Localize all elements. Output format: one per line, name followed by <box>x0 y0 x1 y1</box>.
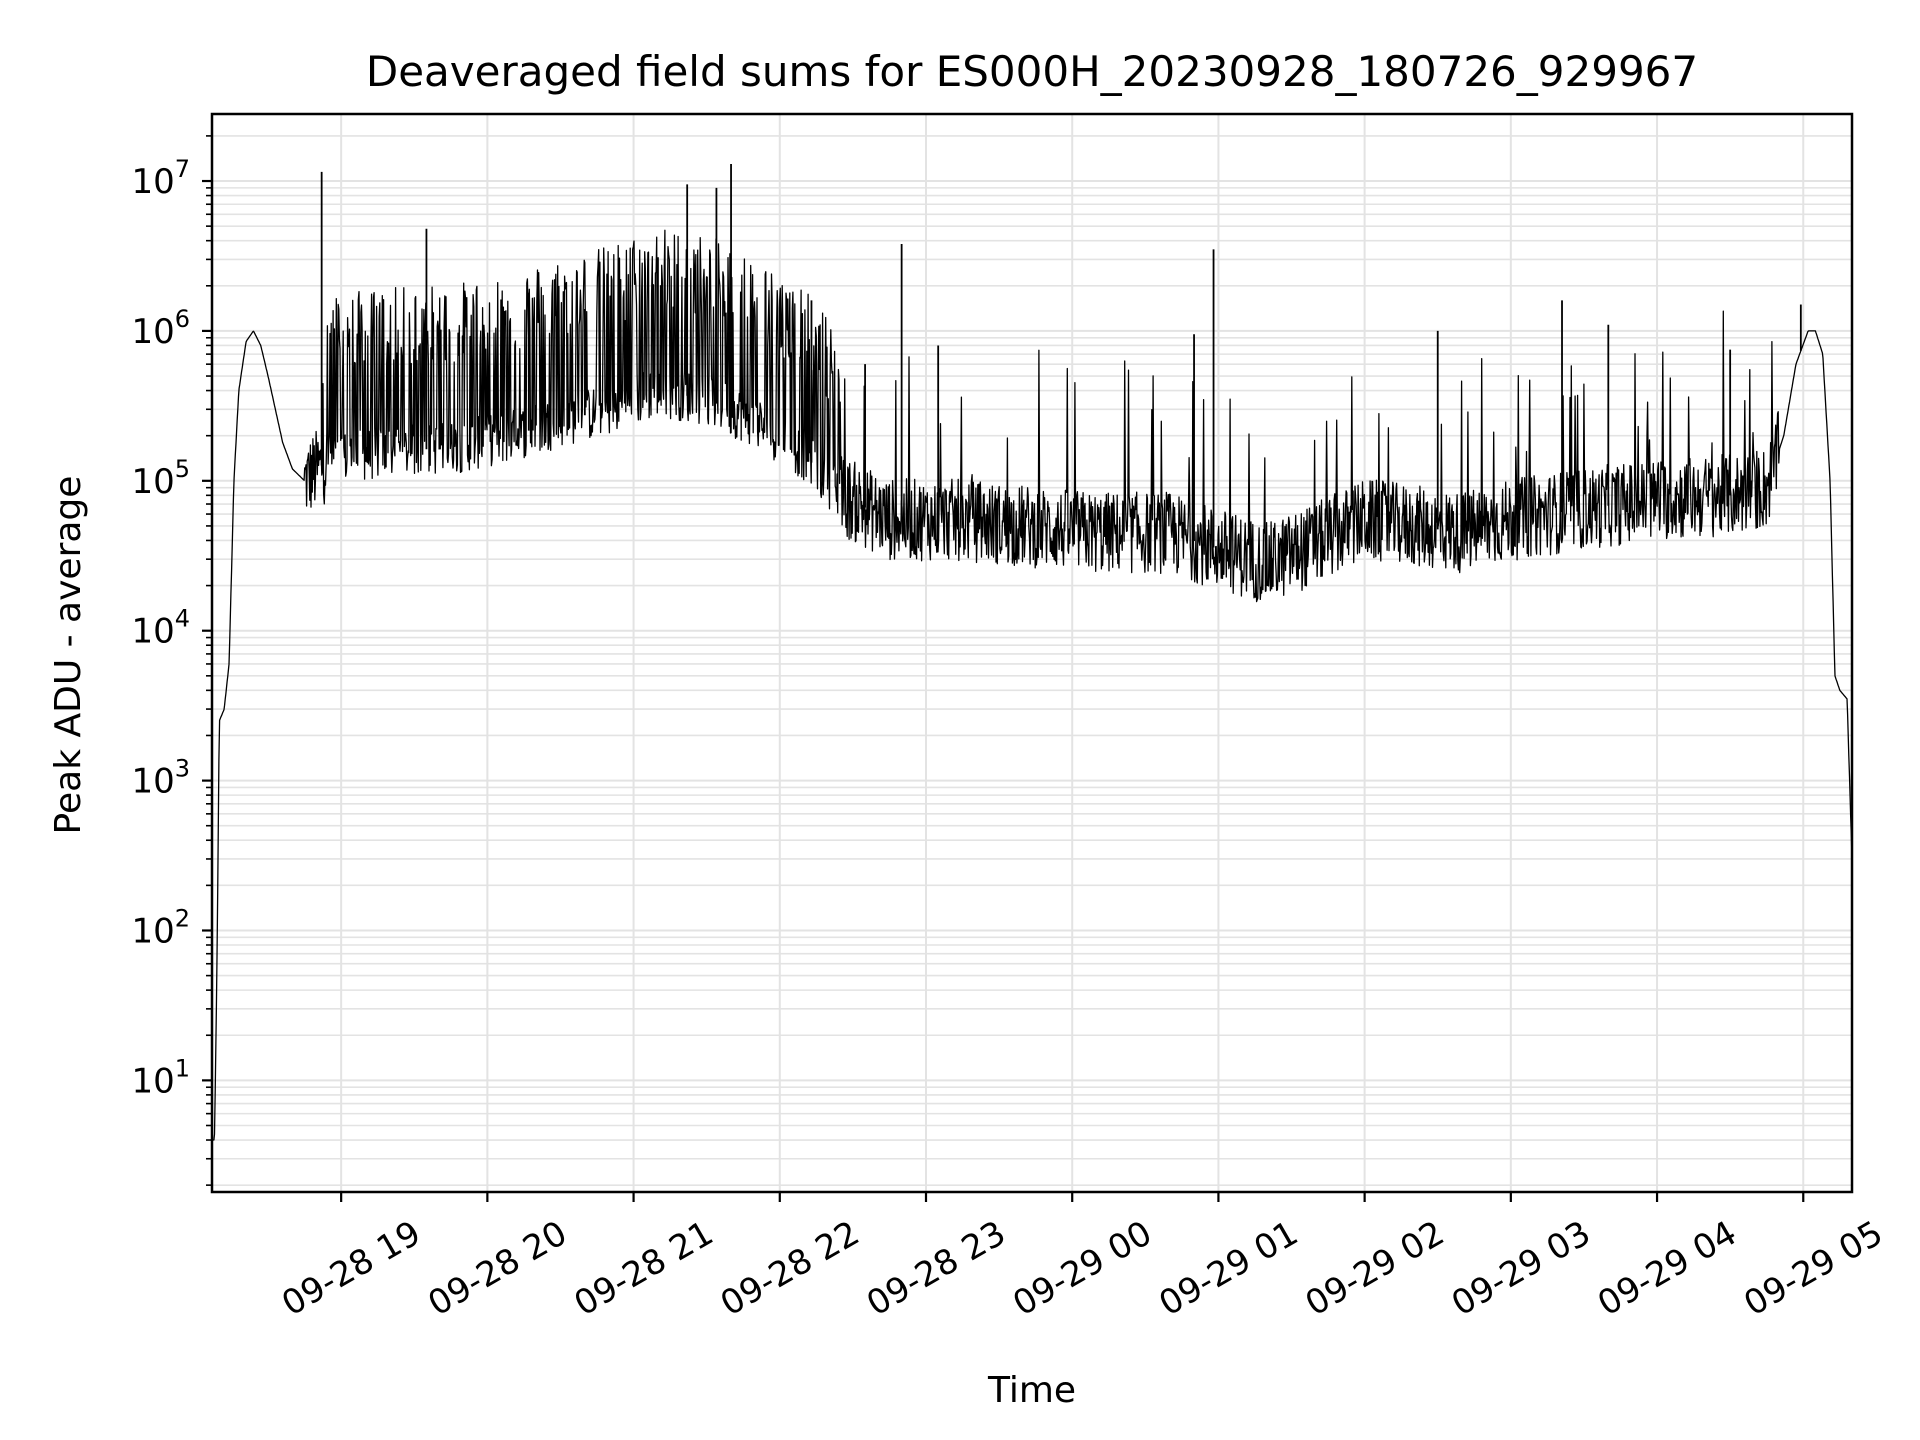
y-tick-label: 101 <box>131 1054 190 1101</box>
y-tick-exponent: 5 <box>175 455 190 483</box>
y-tick-label: 103 <box>131 755 190 802</box>
y-tick-base: 10 <box>131 612 174 652</box>
grid <box>212 114 1852 1192</box>
y-tick-label: 102 <box>131 904 190 951</box>
x-axis-label: Time <box>987 1370 1076 1411</box>
y-tick-exponent: 2 <box>175 904 190 932</box>
y-tick-base: 10 <box>131 162 174 202</box>
y-tick-base: 10 <box>131 462 174 502</box>
y-axis-label: Peak ADU - average <box>48 476 89 835</box>
y-tick-exponent: 6 <box>175 305 190 333</box>
y-tick-label: 105 <box>131 455 190 502</box>
y-tick-base: 10 <box>131 312 174 352</box>
y-tick-base: 10 <box>131 911 174 951</box>
y-tick-exponent: 7 <box>175 155 190 183</box>
y-tick-base: 10 <box>131 1061 174 1101</box>
data-layer <box>211 163 1853 1141</box>
plot-frame <box>210 112 1854 1194</box>
y-tick-exponent: 3 <box>175 755 190 783</box>
y-tick-exponent: 4 <box>175 605 190 633</box>
series-line <box>211 229 1853 1141</box>
y-tick-label: 104 <box>131 605 190 652</box>
chart-title: Deaveraged field sums for ES000H_2023092… <box>366 47 1698 96</box>
y-tick-label: 107 <box>131 155 190 202</box>
y-tick-base: 10 <box>131 762 174 802</box>
y-tick-exponent: 1 <box>175 1054 190 1082</box>
y-tick-label: 106 <box>131 305 190 352</box>
